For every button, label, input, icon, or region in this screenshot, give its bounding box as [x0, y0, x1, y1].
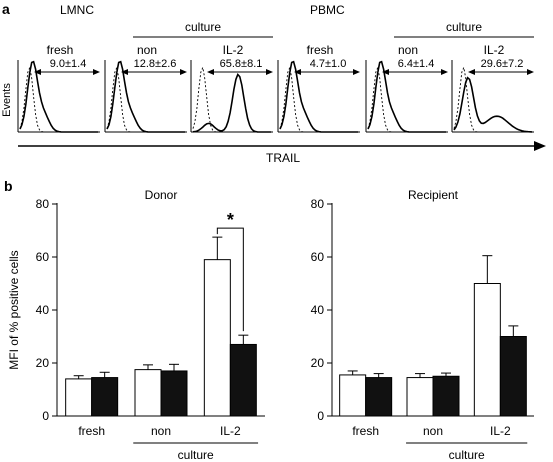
culture-label-pbmc: culture	[446, 20, 482, 34]
recipient-bar-fresh-open	[339, 374, 367, 417]
recipient-bar-fresh-filled	[365, 377, 393, 417]
trail-staining-curve	[19, 60, 98, 133]
isotype-control-curve	[453, 65, 532, 133]
gate-arrow-right-head	[353, 69, 360, 75]
trail-staining-curve	[453, 76, 533, 133]
positive-percent-lmnc-fresh: 9.0±1.4	[50, 58, 87, 70]
positive-percent-lmnc-il-2: 65.8±8.1	[220, 58, 263, 70]
donor-y-tick-label: 60	[36, 250, 50, 264]
trail-axis-label: TRAIL	[266, 151, 300, 165]
recipient-y-tick-label: 0	[317, 409, 324, 423]
panel-b-letter: b	[4, 178, 13, 194]
recipient-y-tick-label: 40	[311, 303, 325, 317]
donor-bar-fresh-open	[65, 378, 93, 417]
donor-culture-label: culture	[178, 448, 214, 462]
donor-significance-bracket	[216, 227, 244, 332]
gate-arrow-left-head	[382, 69, 389, 75]
donor-bar-chart: Donor MFI of % positive cells 0 20 40 60 80 fre…	[7, 188, 265, 462]
positive-percent-pbmc-il-2: 29.6±7.2	[481, 58, 524, 70]
gate-arrow-right-head	[266, 69, 273, 75]
positive-percent-pbmc-fresh: 4.7±1.0	[310, 58, 347, 70]
donor-bar-fresh-filled	[91, 377, 119, 417]
recipient-bar-non-filled	[432, 375, 460, 417]
gate-arrow-left-head	[34, 69, 41, 75]
recipient-category-label-il-2: IL-2	[490, 424, 511, 438]
gate-arrow-right-head	[527, 69, 534, 75]
gate-arrow-right-head	[93, 69, 100, 75]
recipient-y-tick-label: 60	[311, 250, 325, 264]
histogram-layer: LMNCculturefresh9.0±1.4non12.8±2.6IL-265…	[17, 3, 534, 133]
isotype-control-curve	[367, 65, 446, 133]
recipient-bar-il-2-filled	[499, 336, 527, 417]
trail-staining-curve	[192, 73, 271, 133]
gate-arrow-left-head	[468, 69, 475, 75]
group-title-pbmc: PBMC	[310, 3, 345, 17]
positive-percent-lmnc-non: 12.8±2.6	[134, 58, 177, 70]
donor-y-axis-label: MFI of % positive cells	[7, 250, 21, 369]
recipient-culture-label: culture	[449, 448, 485, 462]
histogram-condition-pbmc-fresh: fresh	[307, 43, 334, 57]
isotype-control-curve	[106, 65, 185, 133]
isotype-control-curve	[192, 65, 271, 133]
panel-a-histograms: Events TRAIL LMNCculturefresh9.0±1.4non1…	[1, 3, 546, 165]
donor-category-label-non: non	[151, 424, 171, 438]
recipient-bar-chart: Recipient 0 20 40 60 80 fresh non IL-2 culture	[311, 188, 534, 462]
donor-significance-star: *	[227, 210, 234, 230]
trail-staining-curve	[279, 60, 358, 133]
donor-y-tick-label: 40	[36, 303, 50, 317]
gate-arrow-right-head	[441, 69, 448, 75]
histogram-condition-lmnc-fresh: fresh	[47, 43, 74, 57]
donor-y-tick-label: 80	[36, 197, 50, 211]
histogram-condition-pbmc-il-2: IL-2	[484, 43, 505, 57]
gate-arrow-left-head	[121, 69, 128, 75]
gate-arrow-right-head	[180, 69, 187, 75]
trail-staining-curve	[367, 60, 446, 133]
recipient-bar-il-2-open	[473, 283, 501, 417]
donor-bar-il-2-open	[203, 259, 231, 417]
histogram-condition-lmnc-non: non	[137, 43, 157, 57]
donor-category-label-fresh: fresh	[78, 424, 105, 438]
donor-y-tick-label: 20	[36, 356, 50, 370]
events-axis-label: Events	[1, 83, 13, 117]
recipient-y-tick-label: 20	[311, 356, 325, 370]
recipient-category-label-fresh: fresh	[352, 424, 379, 438]
donor-bar-il-2-filled	[229, 343, 257, 417]
panel-a-letter: a	[2, 1, 10, 17]
isotype-control-curve	[19, 65, 98, 133]
recipient-bar-non-open	[406, 377, 434, 417]
donor-bar-non-filled	[160, 370, 188, 417]
histogram-condition-pbmc-non: non	[398, 43, 418, 57]
gate-arrow-left-head	[207, 69, 214, 75]
isotype-control-curve	[279, 65, 358, 133]
donor-bar-non-open	[134, 369, 162, 417]
donor-y-tick-label: 0	[42, 409, 49, 423]
positive-percent-pbmc-non: 6.4±1.4	[398, 58, 435, 70]
trail-arrowhead	[534, 141, 546, 151]
gate-arrow-left-head	[294, 69, 301, 75]
recipient-category-label-non: non	[423, 424, 443, 438]
donor-chart-title: Donor	[145, 188, 178, 202]
donor-category-label-il-2: IL-2	[220, 424, 241, 438]
group-title-lmnc: LMNC	[60, 3, 94, 17]
trail-staining-curve	[106, 60, 185, 133]
recipient-chart-title: Recipient	[408, 188, 459, 202]
histogram-condition-lmnc-il-2: IL-2	[223, 43, 244, 57]
recipient-y-tick-label: 80	[311, 197, 325, 211]
culture-label-lmnc: culture	[185, 20, 221, 34]
